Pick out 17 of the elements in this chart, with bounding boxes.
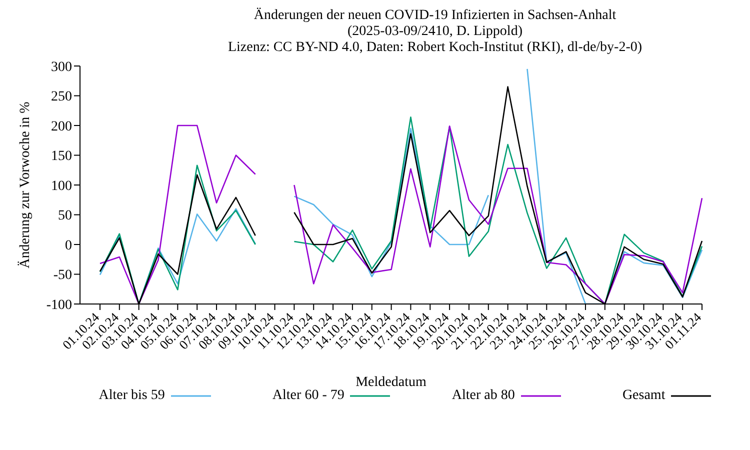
y-tick-label: 0 — [65, 238, 72, 254]
legend-label: Alter ab 80 — [452, 388, 515, 404]
y-tick-label: 50 — [58, 208, 72, 224]
y-tick-label: 300 — [51, 60, 72, 75]
y-tick-label: -100 — [46, 298, 72, 313]
y-tick-label: 200 — [51, 119, 72, 134]
chart-title: Änderungen der neuen COVID-19 Infizierten in Sachsen-Anhalt — [252, 8, 618, 24]
legend-label: Alter 60 - 79 — [272, 388, 344, 404]
y-axis-title: Änderung zur Vorwoche in % — [16, 101, 33, 268]
legend-label: Alter bis 59 — [98, 388, 165, 404]
y-tick-label: 250 — [51, 90, 72, 105]
y-tick-label: -50 — [53, 268, 72, 284]
y-tick-label: 150 — [51, 149, 72, 164]
x-axis-title: Meldedatum — [356, 375, 426, 390]
legend-label: Gesamt — [622, 388, 666, 404]
chart-subtitle: (2025-03-09/2410, D. Lippold) Lizenz: CC BY-ND 4.0, Daten: Robert Koch-Institut (RKI), dl-de/by-2-0) — [226, 24, 644, 56]
y-tick-label: 100 — [51, 178, 72, 194]
